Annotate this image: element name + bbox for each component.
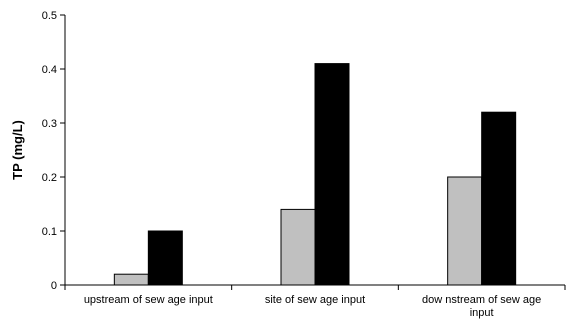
y-tick-label: 0.1 bbox=[42, 226, 57, 238]
category-labels-group: upstream of sew age input site of sew age… bbox=[84, 294, 541, 319]
x-category-label: input bbox=[470, 307, 494, 319]
x-category-label: site of sew age input bbox=[265, 294, 365, 306]
y-tick-label: 0 bbox=[51, 280, 57, 292]
y-tick-label: 0.5 bbox=[42, 10, 57, 22]
y-ticks-group: 0 0.1 0.2 0.3 0.4 0.5 bbox=[42, 10, 65, 292]
y-tick-label: 0.4 bbox=[42, 64, 57, 76]
bar-series-2-cat-3 bbox=[481, 111, 517, 286]
bars-group bbox=[113, 63, 517, 286]
y-axis-title: TP (mg/L) bbox=[10, 120, 25, 180]
bar-series-2-cat-2 bbox=[314, 63, 350, 286]
y-tick-label: 0.2 bbox=[42, 172, 57, 184]
axes-group bbox=[64, 15, 566, 290]
bar-series-1-cat-1 bbox=[113, 273, 149, 286]
bar-series-2-cat-1 bbox=[147, 230, 183, 286]
y-tick-label: 0.3 bbox=[42, 118, 57, 130]
bar-series-1-cat-2 bbox=[280, 208, 316, 286]
bar-series-1-cat-3 bbox=[447, 176, 483, 286]
x-category-label: dow nstream of sew age bbox=[422, 294, 541, 306]
x-category-label: upstream of sew age input bbox=[84, 294, 213, 306]
